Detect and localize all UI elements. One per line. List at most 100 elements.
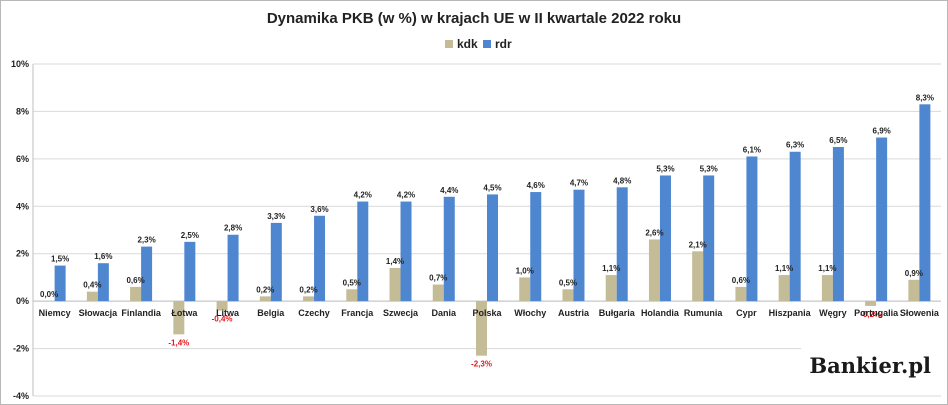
bar-kdk [476,301,487,356]
data-label-kdk: 1,0% [516,266,534,275]
data-label-kdk: 0,4% [83,281,101,290]
legend-swatch-kdk [445,40,453,48]
data-label-kdk: 0,2% [256,285,274,294]
bar-rdr [184,241,196,302]
data-label-kdk: 0,5% [559,278,577,287]
category-label: Holandia [641,308,680,318]
bar-rdr [703,175,715,302]
data-label-rdr: 4,7% [570,179,588,188]
category-label: Portugalia [854,308,899,318]
data-label-rdr: 4,8% [613,176,631,185]
bar-rdr [487,194,498,302]
data-label-rdr: 6,3% [786,141,804,150]
bar-kdk [562,289,574,302]
bar-rdr [746,156,758,302]
legend: kdk rdr [445,37,512,51]
data-label-kdk: 2,1% [689,240,707,249]
category-label: Włochy [514,308,546,318]
category-label: Bułgaria [599,308,636,318]
data-label-kdk: 1,1% [775,264,793,273]
legend-swatch-rdr [483,40,491,48]
data-label-kdk: -0,4% [212,315,233,324]
category-label: Polska [472,308,502,318]
category-label: Hiszpania [769,308,812,318]
category-label: Austria [558,308,590,318]
legend-label-kdk: kdk [457,37,478,51]
category-label: Szwecja [383,308,419,318]
category-label: Belgia [257,308,285,318]
bar-rdr [227,234,239,302]
bar-kdk [432,284,444,302]
category-label: Dania [432,308,458,318]
bar-kdk [519,277,531,302]
bar-rdr [616,187,628,302]
data-label-kdk: 0,5% [343,278,361,287]
bar-kdk [692,251,704,302]
bar-kdk [130,286,142,302]
bar-kdk [259,296,271,302]
bar-kdk [908,279,920,302]
category-label: Francja [341,308,374,318]
category-label: Węgry [819,308,847,318]
category-label: Czechy [298,308,330,318]
category-label: Rumunia [684,308,723,318]
y-tick-label: 10% [11,59,29,69]
bar-rdr [314,215,326,302]
watermark-background [801,346,941,386]
bar-kdk [173,301,185,335]
category-label: Łotwa [171,308,198,318]
data-label-kdk: 0,0% [40,290,58,299]
bar-rdr [832,147,844,302]
data-labels: 0,0% 1,5% 0,4% 1,6% 0,6% 2,3% -1,4% 2,5% -0,4% 2,… [40,93,934,368]
bars [54,104,931,356]
category-label: Finlandia [121,308,161,318]
data-label-rdr: 8,3% [916,93,934,102]
bar-rdr [270,222,282,302]
category-label: Cypr [736,308,757,318]
data-label-rdr: 4,6% [527,181,545,190]
category-label: Litwa [216,308,240,318]
bar-rdr [659,175,671,302]
data-label-rdr: 2,5% [181,231,199,240]
data-label-rdr: 2,8% [224,224,242,233]
data-label-rdr: 4,5% [483,183,501,192]
chart-title: Dynamika PKB (w %) w krajach UE w II kwa… [267,10,681,27]
data-label-rdr: 4,4% [440,186,458,195]
data-label-kdk: 0,7% [429,274,447,283]
data-label-kdk: 1,1% [602,264,620,273]
data-label-rdr: 5,3% [656,164,674,173]
bar-rdr [573,189,585,302]
y-tick-label: -2% [13,344,29,354]
data-label-kdk: 0,6% [732,276,750,285]
bar-rdr [919,104,931,302]
bar-rdr [400,201,412,302]
bankier-logo: Bankier.pl [809,353,931,378]
data-label-rdr: 4,2% [397,191,415,200]
x-axis-categories: Niemcy Słowacja Finlandia Łotwa Litwa Belgia C… [39,308,940,318]
bar-rdr [357,201,369,302]
bar-rdr [789,151,801,302]
category-label: Słowenia [900,308,940,318]
y-tick-label: 4% [16,201,29,211]
data-label-kdk: 0,6% [126,276,144,285]
category-label: Słowacja [79,308,119,318]
data-label-kdk: -0,2% [860,310,881,319]
bar-rdr [443,196,455,302]
bar-kdk [86,291,98,302]
bar-kdk [821,275,833,302]
data-label-rdr: 4,2% [354,191,372,200]
bar-rdr [876,137,888,302]
bar-rdr [530,192,542,302]
y-tick-label: -4% [13,391,29,401]
data-label-rdr: 1,6% [94,252,112,261]
data-label-rdr: 3,6% [310,205,328,214]
bar-kdk [389,267,401,302]
bar-kdk [778,275,790,302]
y-tick-label: 6% [16,154,29,164]
data-label-kdk: 2,6% [645,228,663,237]
bar-kdk [346,289,358,302]
data-label-kdk: -2,3% [471,360,492,369]
data-label-kdk: 0,9% [905,269,923,278]
